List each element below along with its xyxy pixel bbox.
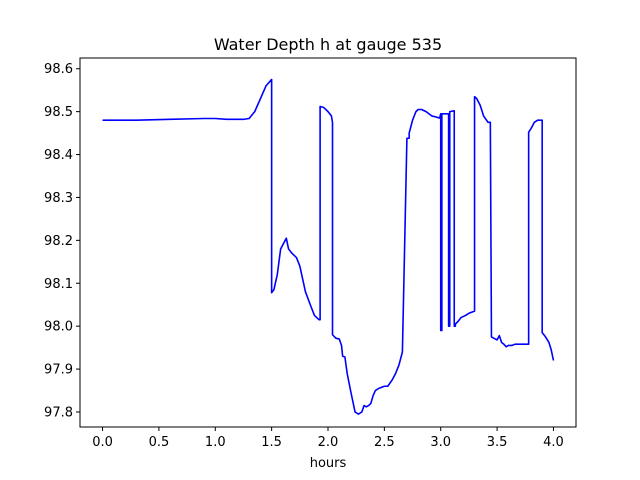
x-tick-label: 3.5 — [487, 435, 508, 450]
chart-title: Water Depth h at gauge 535 — [214, 35, 442, 54]
y-tick-label: 98.2 — [44, 234, 73, 249]
x-tick-label: 0.0 — [92, 435, 113, 450]
x-tick-label: 0.5 — [149, 435, 170, 450]
x-tick-label: 1.5 — [261, 435, 282, 450]
x-tick-label: 4.0 — [543, 435, 564, 450]
x-axis: 0.0 0.5 1.0 1.5 2.0 2.5 3.0 3.5 4.0 — [92, 427, 564, 450]
y-axis: 97.8 97.9 98.0 98.1 98.2 98.3 98.4 98.5 98.6 — [44, 62, 80, 420]
plot-lines — [102, 78, 555, 415]
x-tick-label: 3.0 — [430, 435, 451, 450]
y-tick-label: 98.5 — [44, 105, 73, 120]
y-tick-label: 98.0 — [44, 320, 73, 335]
x-tick-label: 1.0 — [205, 435, 226, 450]
series-line-0 — [102, 78, 555, 415]
x-tick-label: 2.0 — [318, 435, 339, 450]
y-tick-label: 98.6 — [44, 62, 73, 77]
y-tick-label: 98.4 — [44, 148, 73, 163]
y-tick-label: 98.3 — [44, 191, 73, 206]
y-tick-label: 97.8 — [44, 405, 73, 420]
x-tick-label: 2.5 — [374, 435, 395, 450]
y-tick-label: 97.9 — [44, 363, 73, 378]
y-tick-label: 98.1 — [44, 277, 73, 292]
x-axis-label: hours — [310, 456, 347, 471]
